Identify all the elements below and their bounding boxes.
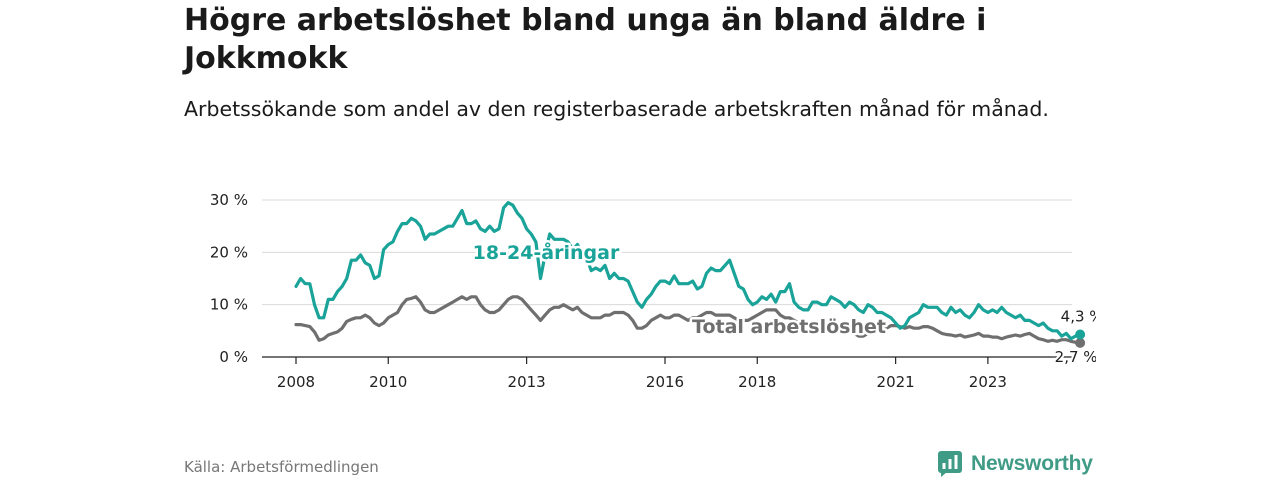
y-tick-label: 10 % [210,296,248,314]
x-axis: 2008 2010 2013 2016 2018 2021 2023 [262,356,1072,391]
brand-logo: Newsworthy [937,450,1093,478]
chart-card: Högre arbetslöshet bland unga än bland ä… [184,0,1096,480]
line-chart: 0 % 10 % 20 % 30 % 2008 2010 2013 2016 2018 2021… [210,191,1096,391]
x-tick-label: 2023 [969,373,1007,391]
source-note: Källa: Arbetsförmedlingen [184,458,379,476]
x-tick-label: 2008 [277,373,315,391]
end-point-youth [1075,329,1086,340]
chart-title: Högre arbetslöshet bland unga än bland ä… [184,3,987,76]
y-tick-label: 0 % [219,348,248,366]
y-axis-ticks: 0 % 10 % 20 % 30 % [210,191,248,366]
chart-subtitle: Arbetssökande som andel av den registerb… [184,97,1049,121]
series-label-total: Total arbetslöshet [692,316,886,338]
x-tick-label: 2010 [369,373,407,391]
x-tick-label: 2018 [738,373,776,391]
end-label-total: 2,7 % [1055,348,1096,366]
series-label-youth: 18-24-åringar [473,240,620,264]
end-label-youth: 4,3 % [1061,307,1096,325]
y-tick-label: 30 % [210,191,248,209]
x-tick-label: 2013 [508,373,546,391]
x-tick-label: 2016 [646,373,684,391]
brand-name: Newsworthy [971,452,1093,475]
newsworthy-logo-icon [938,451,962,477]
series-lines [294,201,1086,348]
end-point-total [1075,337,1086,348]
series-line-youth [294,201,1082,341]
series-labels: 18-24-åringar Total arbetslöshet 4,3 % 2,7 … [470,238,1096,368]
series-line-total [294,295,1082,345]
x-tick-label: 2021 [877,373,915,391]
y-tick-label: 20 % [210,243,248,261]
gridlines [262,199,1072,306]
